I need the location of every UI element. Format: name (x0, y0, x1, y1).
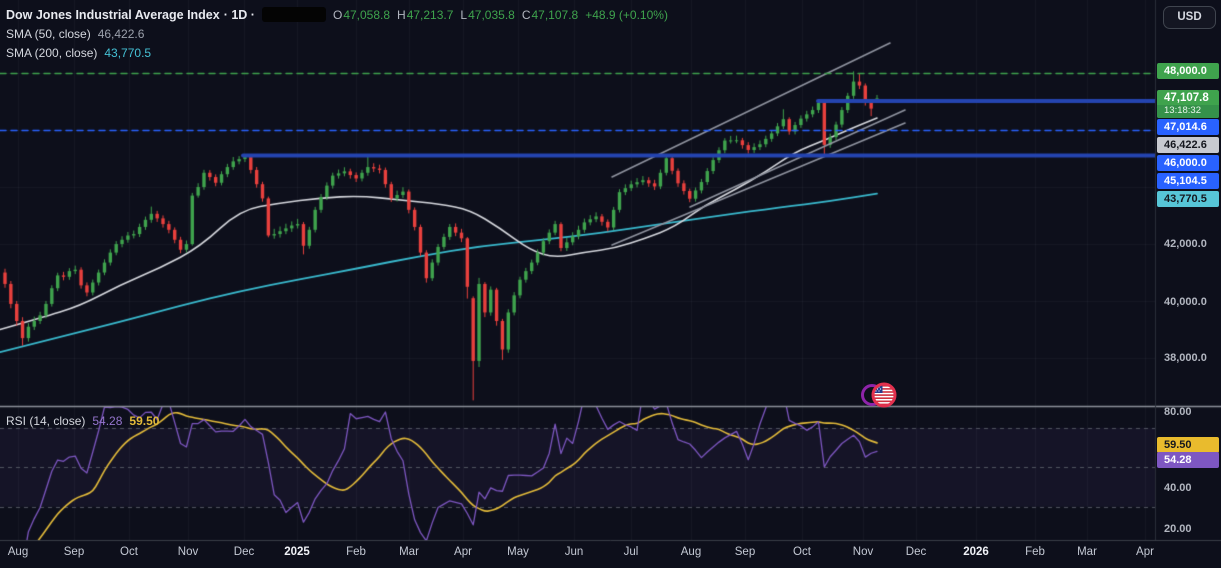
open-value: 47,058.8 (343, 7, 391, 22)
sma50-legend-row[interactable]: SMA (50, close) 46,422.6 (6, 24, 668, 43)
time-axis-label: Nov (852, 546, 874, 558)
time-axis-label: Mar (399, 546, 419, 558)
low-value: 47,035.8 (468, 7, 515, 22)
time-axis-label: May (507, 546, 529, 558)
sma200-label: SMA (200, close) (6, 45, 98, 60)
price-axis-label: 46,422.6 (1157, 137, 1219, 153)
time-axis-label: Mar (1077, 546, 1097, 558)
time-axis[interactable]: Aug Sep Oct Nov Dec 2025 Feb Mar Apr May Jun Jul Aug… (0, 541, 1156, 568)
bar-countdown: 13:18:32 (1157, 105, 1219, 118)
price-axis[interactable]: 48,000.0 47,014.6 46,422.6 46,000.0 45,104.5… (1156, 0, 1221, 540)
price-axis-label: 42,000.0 (1164, 238, 1207, 250)
sma50-value: 46,422.6 (97, 26, 145, 41)
symbol-interval: · 1D · (223, 7, 255, 22)
sma50-label: SMA (50, close) (6, 26, 91, 41)
symbol-legend-row[interactable]: Dow Jones Industrial Average Index · 1D … (6, 5, 668, 24)
rsi-ma-value: 59.50 (129, 413, 160, 428)
close-label: C (521, 7, 531, 22)
legend: Dow Jones Industrial Average Index · 1D … (6, 5, 668, 62)
time-axis-label: Oct (120, 546, 138, 558)
time-axis-label: Apr (454, 546, 472, 558)
time-axis-label: Dec (233, 546, 255, 558)
price-axis-label: 47,014.6 (1157, 119, 1219, 135)
us-flag-event-icon[interactable] (860, 380, 902, 410)
close-value: 47,107.8 (531, 7, 579, 22)
price-axis-label: 38,000.0 (1164, 352, 1207, 364)
time-axis-label: Dec (905, 546, 927, 558)
rsi-legend-row[interactable]: RSI (14, close) 54.28 59.50 (6, 411, 159, 430)
redacted-exchange-badge (261, 7, 326, 22)
high-label: H (397, 7, 406, 22)
sma200-legend-row[interactable]: SMA (200, close) 43,770.5 (6, 43, 668, 62)
price-axis-label: 54.28 (1157, 452, 1219, 468)
price-axis-label: 45,104.5 (1157, 173, 1219, 189)
time-axis-label: Nov (177, 546, 199, 558)
price-axis-label: 43,770.5 (1157, 191, 1219, 207)
time-axis-label: Sep (63, 546, 85, 558)
low-label: L (460, 7, 468, 22)
time-axis-label: Apr (1136, 546, 1154, 558)
high-value: 47,213.7 (406, 7, 454, 22)
time-axis-label: Feb (346, 546, 366, 558)
rsi-label: RSI (14, close) (6, 413, 86, 428)
price-axis-label: 40.00 (1164, 482, 1192, 494)
symbol-title: Dow Jones Industrial Average Index (6, 7, 220, 22)
price-axis-label: 20.00 (1164, 523, 1192, 535)
currency-usd-button[interactable]: USD (1163, 6, 1216, 29)
price-axis-label: 46,000.0 (1157, 155, 1219, 171)
time-axis-label: 2025 (284, 546, 310, 558)
price-axis-label: 80.00 (1164, 406, 1192, 418)
time-axis-label: Feb (1025, 546, 1045, 558)
change-value: +48.9 (+0.10%) (585, 7, 668, 22)
price-axis-label: 48,000.0 (1157, 63, 1219, 79)
time-axis-label: 2026 (963, 546, 989, 558)
time-axis-label: Jul (623, 546, 639, 558)
open-label: O (332, 7, 343, 22)
current-price-label: 47,107.8 13:18:32 (1157, 90, 1219, 118)
price-axis-label: 40,000.0 (1164, 296, 1207, 308)
rsi-value: 54.28 (92, 413, 123, 428)
time-axis-label: Aug (680, 546, 702, 558)
sma200-value: 43,770.5 (104, 45, 152, 60)
price-axis-label: 59.50 (1157, 437, 1219, 453)
current-price-value: 47,107.8 (1164, 92, 1209, 104)
time-axis-label: Jun (564, 546, 584, 558)
time-axis-label: Sep (734, 546, 756, 558)
time-axis-label: Aug (7, 546, 29, 558)
time-axis-label: Oct (793, 546, 811, 558)
